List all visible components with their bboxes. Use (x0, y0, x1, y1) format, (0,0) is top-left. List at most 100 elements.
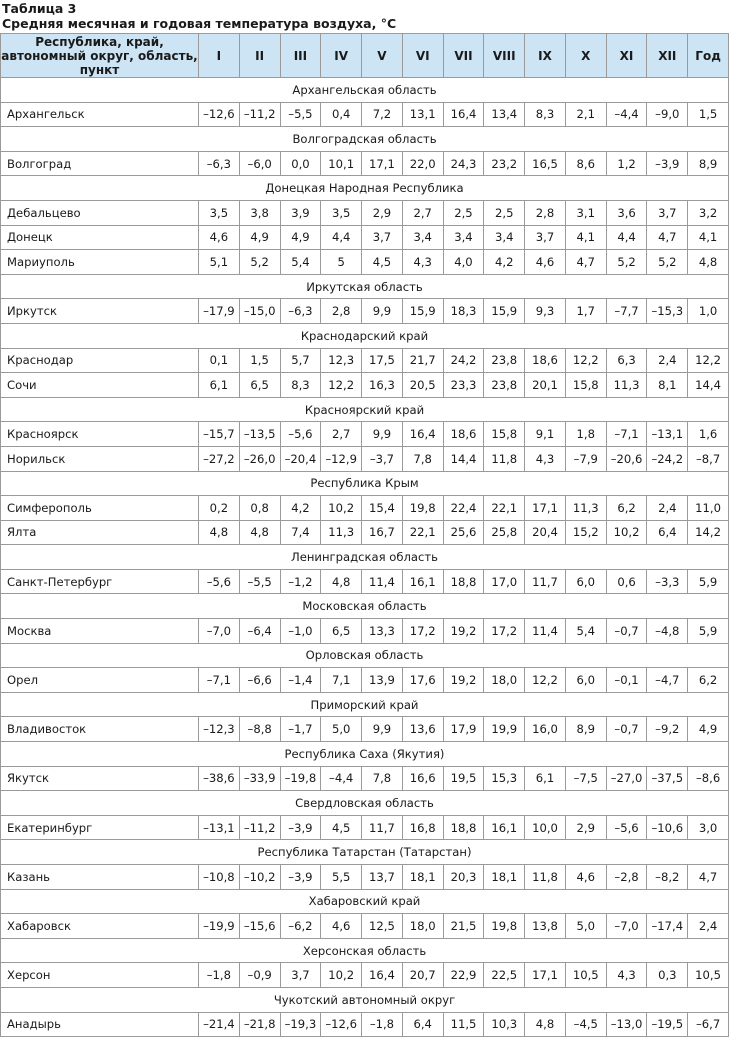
header-row: Республика, край, автономный округ, обла… (0, 33, 729, 78)
temperature-cell: 0,1 (198, 347, 240, 374)
temperature-cell: –6,0 (238, 150, 281, 177)
temperature-cell: 4,5 (361, 249, 403, 275)
temperature-cell: 17,6 (401, 667, 444, 693)
temperature-cell: –21,8 (238, 1011, 281, 1037)
temperature-cell: 16,4 (442, 101, 485, 128)
header-col: XI (605, 33, 648, 78)
temperature-cell: 23,8 (483, 372, 526, 398)
temperature-cell: 3,9 (279, 199, 322, 226)
temperature-cell: –1,4 (279, 667, 322, 693)
temperature-cell: –13,5 (238, 421, 281, 447)
temperature-cell: 17,5 (361, 347, 403, 374)
temperature-cell: 4,8 (524, 1011, 566, 1037)
temperature-cell: 13,9 (361, 667, 403, 693)
temperature-cell: 6,4 (401, 1011, 444, 1037)
temperature-cell: 11,4 (361, 568, 403, 595)
temperature-cell: –15,7 (198, 421, 240, 447)
temperature-cell: –12,6 (198, 101, 240, 128)
temperature-cell: –13,1 (198, 814, 240, 841)
region-name: Республика Крым (0, 470, 729, 497)
region-row: Краснодарский край (0, 322, 729, 349)
temperature-cell: 1,0 (687, 298, 729, 324)
temperature-cell: 8,3 (279, 372, 322, 398)
temperature-cell: 2,1 (564, 101, 607, 128)
table-row: Архангельск –12,6 –11,2 –5,5 0,4 7,2 13,1 16,4 1… (0, 101, 729, 128)
region-row: Орловская область (0, 642, 729, 669)
temperature-cell: 13,8 (524, 913, 566, 939)
temperature-cell: 8,6 (564, 150, 607, 177)
temperature-cell: 3,7 (361, 224, 403, 251)
temperature-cell: –8,2 (646, 864, 689, 890)
region-row: Московская область (0, 593, 729, 620)
region-name: Хабаровский край (0, 888, 729, 915)
region-name: Республика Татарстан (Татарстан) (0, 839, 729, 865)
temperature-cell: 7,4 (279, 519, 322, 546)
temperature-cell: 16,7 (361, 519, 403, 546)
temperature-cell: 6,2 (687, 667, 729, 693)
temperature-cell: 5,1 (198, 249, 240, 275)
temperature-cell: 4,8 (198, 519, 240, 546)
temperature-cell: 4,1 (687, 224, 729, 251)
temperature-cell: 6,1 (524, 765, 566, 792)
temperature-cell: –4,5 (564, 1011, 607, 1037)
temperature-cell: –17,4 (646, 913, 689, 939)
temperature-cell: 25,8 (483, 519, 526, 546)
temperature-table: Республика, край, автономный округ, обла… (0, 33, 729, 1037)
temperature-cell: 3,8 (238, 199, 281, 226)
temperature-cell: –8,7 (687, 445, 729, 472)
header-col: Год (687, 33, 729, 78)
temperature-cell: 18,0 (483, 667, 526, 693)
temperature-cell: –12,6 (320, 1011, 363, 1037)
temperature-cell: 22,4 (442, 495, 485, 521)
region-row: Республика Татарстан (Татарстан) (0, 839, 729, 865)
city-name: Донецк (0, 224, 199, 251)
temperature-cell: –3,9 (279, 814, 322, 841)
temperature-cell: 22,0 (401, 150, 444, 177)
temperature-cell: 18,8 (442, 568, 485, 595)
city-name: Ялта (0, 519, 199, 546)
city-name: Якутск (0, 765, 199, 792)
temperature-cell: 4,8 (320, 568, 363, 595)
city-name: Санкт-Петербург (0, 568, 199, 595)
temperature-cell: 10,2 (605, 519, 648, 546)
temperature-cell: –37,5 (646, 765, 689, 792)
header-col: IX (524, 33, 566, 78)
temperature-cell: 2,4 (646, 347, 689, 374)
temperature-cell: 11,8 (524, 864, 566, 890)
temperature-cell: 12,2 (687, 347, 729, 374)
temperature-cell: 10,5 (564, 962, 607, 988)
temperature-cell: –7,1 (198, 667, 240, 693)
temperature-cell: 22,9 (442, 962, 485, 988)
temperature-cell: –17,9 (198, 298, 240, 324)
temperature-cell: 11,8 (483, 445, 526, 472)
temperature-cell: 4,3 (524, 445, 566, 472)
region-row: Чукотский автономный округ (0, 986, 729, 1013)
temperature-cell: 13,7 (361, 864, 403, 890)
table-row: Красноярск –15,7 –13,5 –5,6 2,7 9,9 16,4 18,6 15… (0, 421, 729, 447)
temperature-cell: 6,0 (564, 667, 607, 693)
temperature-cell: 2,9 (361, 199, 403, 226)
temperature-cell: –13,0 (605, 1011, 648, 1037)
temperature-cell: 16,4 (401, 421, 444, 447)
city-name: Анадырь (0, 1011, 199, 1037)
temperature-cell: 20,5 (401, 372, 444, 398)
temperature-cell: 22,5 (483, 962, 526, 988)
table-row: Иркутск –17,9 –15,0 –6,3 2,8 9,9 15,9 18,3 15,9 9… (0, 298, 729, 324)
city-name: Дебальцево (0, 199, 199, 226)
temperature-cell: 1,2 (605, 150, 648, 177)
temperature-cell: 15,8 (564, 372, 607, 398)
temperature-cell: –24,2 (646, 445, 689, 472)
temperature-cell: –8,6 (687, 765, 729, 792)
temperature-cell: –27,2 (198, 445, 240, 472)
temperature-cell: 4,0 (442, 249, 485, 275)
temperature-cell: –13,1 (646, 421, 689, 447)
city-name: Казань (0, 864, 199, 890)
region-row: Хабаровский край (0, 888, 729, 915)
temperature-cell: –0,7 (605, 618, 648, 644)
region-row: Красноярский край (0, 396, 729, 423)
temperature-cell: 22,1 (401, 519, 444, 546)
temperature-cell: –5,6 (605, 814, 648, 841)
temperature-cell: 21,5 (442, 913, 485, 939)
temperature-cell: 7,8 (401, 445, 444, 472)
temperature-cell: 12,3 (320, 347, 363, 374)
